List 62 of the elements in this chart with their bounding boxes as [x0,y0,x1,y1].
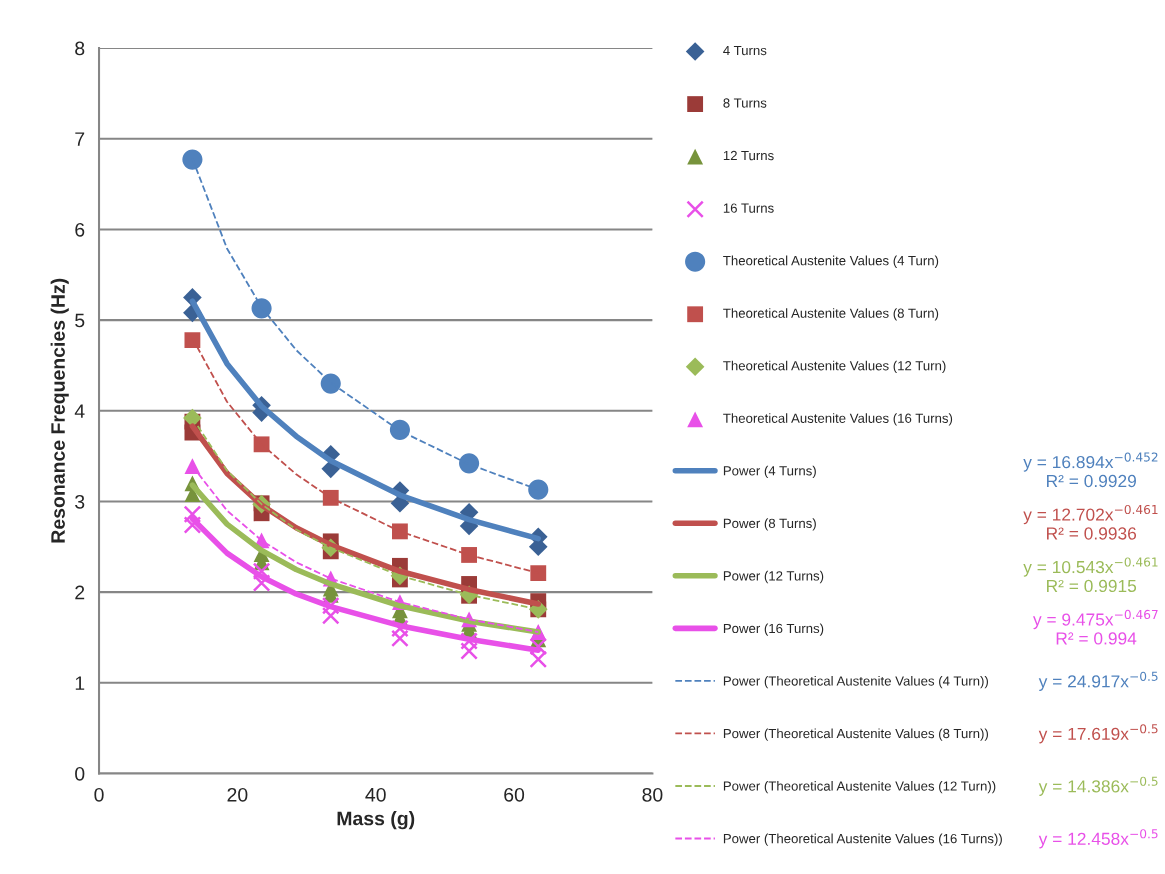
x-axis-title: Mass (g) [337,811,415,830]
point [183,505,202,524]
legend-label: 4 Turns [723,45,767,56]
text: y = 9.475x$^{−0.467}$ R² = 0.994 [1033,609,1158,645]
point [389,419,410,440]
point [459,453,480,474]
y-tick-label: 7 [75,132,85,146]
legend-label: Theoretical Austenite Values (4 Turn) [723,255,939,268]
point [461,547,478,563]
legend-label: Power (Theoretical Austenite Values (4 Turn)) [723,675,988,689]
x-tick-label: 0 [94,787,104,802]
legend-label: Theoretical Austenite Values (12 Turn) [723,360,946,373]
point [321,596,340,615]
point [530,565,547,582]
y-axis-title: Resonance Frequencies (Hz) [50,278,69,543]
point [391,629,409,648]
legend-label: Power (4 Turns) [723,465,816,479]
point [184,332,201,348]
x-tick-label: 80 [642,787,663,802]
y-tick-label: 3 [75,494,85,509]
point [392,523,408,540]
point [322,489,339,506]
point [252,562,271,581]
legend-label: Power (Theoretical Austenite Values (16 Turns)) [723,833,1002,846]
text: y = 24.917x$^{−0.5}$ [1038,671,1158,691]
text: y = 12.458x$^{−0.5}$ [1038,829,1158,849]
y-tick-label: 1 [75,676,85,690]
point [182,149,203,170]
text: y = 12.702x$^{−0.461}$ R² = 0.9936 [1023,504,1158,540]
legend-label: Theoretical Austenite Values (8 Turn) [723,308,939,321]
point [529,637,548,656]
point [252,574,271,592]
legend-label: Power (Theoretical Austenite Values (12 Turn)) [723,781,996,794]
legend-label: 16 Turns [723,203,774,213]
legend-label: Power (8 Turns) [723,518,816,531]
legend-label: Power (16 Turns) [723,623,824,636]
legend-label: Power (Theoretical Austenite Values (8 Turn)) [723,728,988,741]
legend-label: Power (12 Turns) [723,570,824,584]
point [391,619,409,638]
x-tick-label: 20 [227,787,248,802]
point [528,479,549,500]
x-tick-label: 60 [504,787,525,802]
y-tick-label: 2 [75,585,85,600]
point [321,606,340,625]
y-tick-label: 0 [75,766,85,781]
point [529,650,548,669]
y-tick-label: 4 [74,404,85,418]
text: y = 10.543x$^{−0.461}$ R² = 0.9915 [1023,557,1158,593]
point [183,516,202,534]
y-tick-label: 8 [75,41,85,56]
text: y = 16.894x$^{−0.452}$ R² = 0.9929 [1023,452,1158,488]
legend-label: 12 Turns [723,150,774,161]
point [460,642,478,660]
point [460,632,478,650]
x-tick-label: 40 [365,787,386,802]
y-tick-label: 6 [75,222,85,237]
text: y = 17.619x$^{−0.5}$ [1038,724,1158,744]
legend-label: Theoretical Austenite Values (16 Turns) [723,413,953,426]
point [184,458,201,475]
legend-label: 8 Turns [723,98,767,108]
y-tick-label: 5 [75,313,85,328]
text: y = 14.386x$^{−0.5}$ [1038,776,1158,796]
